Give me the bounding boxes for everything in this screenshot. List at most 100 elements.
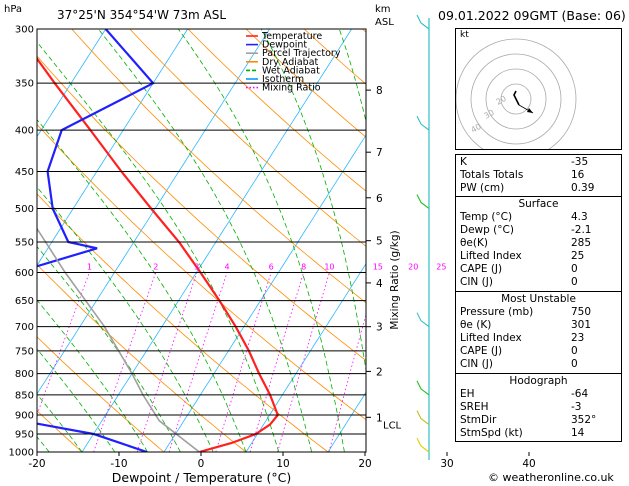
mixing-ratio-label: 3 [194, 263, 199, 272]
km-tick-label: 7 [376, 147, 383, 159]
surface-row: Lifted Index 25 [456, 250, 621, 263]
pressure-tick-label: 400 [15, 126, 34, 137]
temp-tick-label: -10 [110, 458, 127, 470]
dry-adiabat-line [129, 29, 366, 247]
pressure-tick-label: 650 [15, 296, 34, 307]
pressure-tick-label: 550 [15, 237, 34, 248]
isotherm-line [327, 391, 366, 452]
indices-box: K -35 Totals Totals 16 PW (cm) 0.39 Surface… [455, 154, 622, 442]
legend-entry: Parcel Trajectory [262, 48, 341, 59]
mu-row: CIN (J) 0 [456, 358, 621, 371]
surface-row: Dewp (°C) -2.1 [456, 224, 621, 237]
mu-row: Lifted Index 23 [456, 332, 621, 345]
mixing-ratio-label: 2 [153, 263, 158, 272]
mu-label: CAPE (J) [460, 345, 503, 357]
mixing-ratio-label: 20 [408, 263, 418, 272]
mu-value: 0 [571, 358, 578, 370]
mixing-ratio-line [215, 272, 272, 452]
km-tick-label: 3 [376, 322, 383, 334]
hodo-label: StmSpd (kt) [460, 427, 523, 439]
mu-label: Lifted Index [460, 332, 522, 344]
index-row-tt: Totals Totals 16 [456, 169, 621, 182]
pressure-tick-label: 800 [15, 369, 34, 380]
index-label: Totals Totals [460, 169, 524, 181]
wind-barb-icon [416, 312, 430, 328]
km-tick-label: 6 [376, 193, 383, 205]
asl-unit: ASL [375, 17, 394, 28]
hodo-label: StmDir [460, 414, 497, 426]
pressure-tick-label: 750 [15, 346, 34, 357]
mu-value: 301 [571, 319, 592, 331]
surface-value: -2.1 [571, 224, 592, 236]
mixing-ratio-label: 4 [225, 263, 230, 272]
pressure-tick-label: 350 [15, 79, 34, 90]
pressure-tick-label: 1000 [9, 448, 34, 459]
wet-adiabat-line [408, 29, 443, 452]
pressure-tick-label: 900 [15, 410, 34, 421]
mixing-ratio-line [249, 272, 304, 452]
surface-label: CIN (J) [460, 276, 493, 288]
hodo-label: EH [460, 388, 475, 400]
location-title: 37°25'N 354°54'W 73m ASL [57, 8, 227, 22]
legend-entry: Mixing Ratio [262, 83, 321, 94]
date-title: 09.01.2022 09GMT (Base: 06) [438, 8, 626, 23]
mixing-ratio-line [136, 272, 198, 452]
mu-row: Pressure (mb) 750 [456, 306, 621, 319]
km-tick-label: 2 [376, 366, 383, 378]
copyright-footer: © weatheronline.co.uk [488, 471, 614, 484]
mu-row: CAPE (J) 0 [456, 345, 621, 358]
mu-label: Pressure (mb) [460, 306, 534, 318]
ring-label-40: 40 [470, 122, 483, 135]
mu-label: CIN (J) [460, 358, 493, 370]
wind-barb-icon [416, 380, 430, 396]
surface-value: 285 [571, 237, 592, 249]
mu-value: 0 [571, 345, 578, 357]
ring-label-20: 20 [495, 94, 508, 107]
mixing-ratio-label: 8 [301, 263, 306, 272]
most-unstable-title: Most Unstable [501, 293, 576, 305]
surface-row: Temp (°C) 4.3 [456, 211, 621, 224]
pressure-tick-label: 700 [15, 322, 34, 333]
surface-label: θe(K) [460, 237, 488, 249]
surface-row: CIN (J) 0 [456, 276, 621, 289]
km-tick-label: 5 [376, 236, 383, 248]
legend-entry: Dewpoint [262, 40, 307, 51]
hodograph-trace [513, 90, 520, 106]
wind-barb-icon [416, 115, 430, 131]
hodograph-plot: 20 30 40 [456, 38, 577, 149]
lcl-label: LCL [383, 421, 402, 432]
surface-value: 4.3 [571, 211, 588, 223]
index-label: K [460, 156, 467, 168]
isotherm-line [37, 29, 189, 267]
mixing-ratio-line [397, 273, 442, 453]
hodo-value: -64 [571, 388, 589, 400]
temp-tick-label: -20 [28, 458, 45, 470]
km-unit: km [375, 4, 391, 15]
temp-tick-label: 40 [522, 458, 535, 470]
surface-label: Dewp (°C) [460, 224, 514, 236]
hodo-value: -3 [571, 401, 582, 413]
km-tick-label: 8 [376, 85, 383, 97]
surface-label: Temp (°C) [460, 211, 513, 223]
legend-entry: Isotherm [262, 74, 304, 85]
surface-row: θe(K) 285 [456, 237, 621, 250]
mixing-ratio-line [168, 272, 228, 452]
wind-barb-icon [416, 410, 430, 426]
index-value: -35 [571, 156, 589, 168]
wind-barb-icon [416, 14, 430, 30]
x-axis-label: Dewpoint / Temperature (°C) [112, 470, 291, 485]
wet-adiabat-line [37, 186, 214, 452]
temp-tick-label: 30 [440, 458, 453, 470]
mixing-ratio-label: 6 [269, 263, 274, 272]
hodograph-unit: kt [460, 30, 469, 40]
surface-value: 0 [571, 276, 578, 288]
index-label: PW (cm) [460, 182, 505, 194]
wet-adiabat-line [97, 29, 312, 452]
index-row-k: K -35 [456, 156, 621, 169]
pressure-tick-label: 300 [15, 25, 34, 36]
hodograph-box: kt 20 30 40 [455, 28, 622, 150]
temp-tick-label: 10 [276, 458, 289, 470]
wet-adiabat-line [37, 41, 280, 452]
surface-label: Lifted Index [460, 250, 522, 262]
